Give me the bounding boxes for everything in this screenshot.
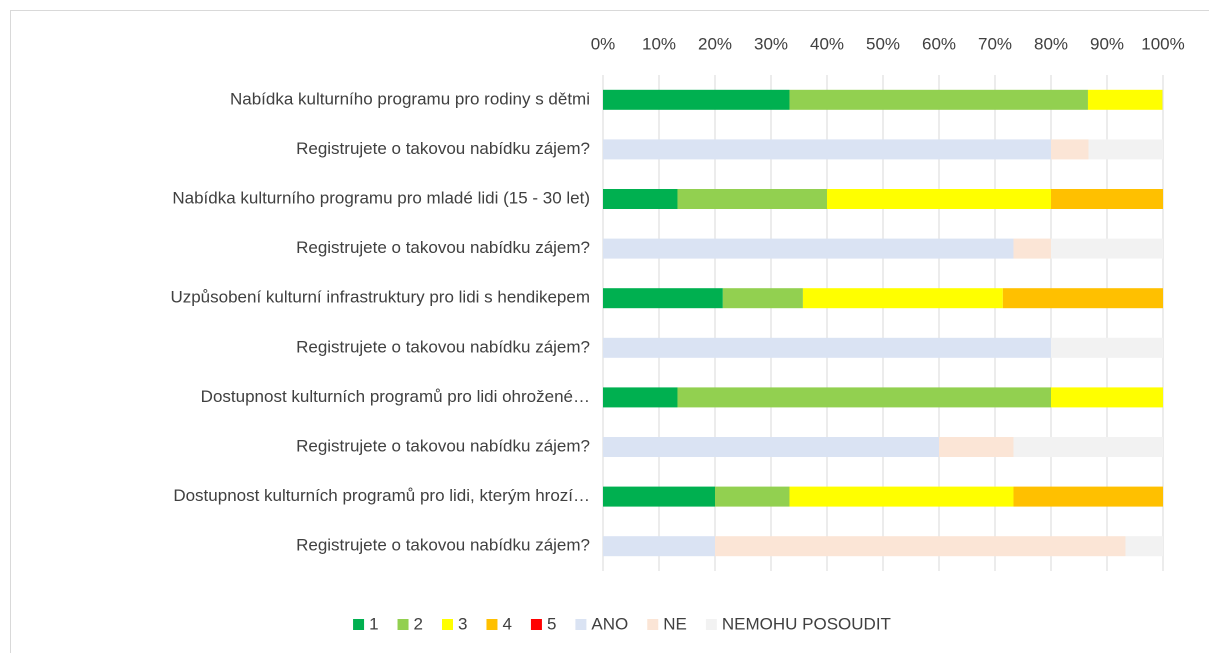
legend-label: 1 bbox=[369, 614, 378, 633]
x-tick-label: 60% bbox=[922, 34, 956, 53]
x-tick-label: 40% bbox=[810, 34, 844, 53]
y-tick-label: Nabídka kulturního programu pro mladé li… bbox=[172, 188, 590, 207]
bar-segment bbox=[1088, 139, 1163, 160]
x-tick-label: 50% bbox=[866, 34, 900, 53]
x-tick-label: 0% bbox=[591, 34, 616, 53]
bar-segment bbox=[1002, 288, 1163, 309]
legend-swatch bbox=[530, 619, 542, 630]
bar-segment bbox=[802, 288, 1003, 309]
bar-segment bbox=[1051, 238, 1163, 259]
y-tick-label: Registrujete o takovou nabídku zájem? bbox=[296, 536, 590, 555]
legend-swatch bbox=[486, 619, 498, 630]
x-tick-label: 10% bbox=[642, 34, 676, 53]
bar-segment bbox=[603, 437, 939, 457]
bar-segment bbox=[1051, 189, 1163, 209]
legend-swatch bbox=[575, 619, 587, 630]
y-tick-label: Nabídka kulturního programu pro rodiny s… bbox=[230, 89, 590, 108]
bar-segment bbox=[1051, 337, 1163, 358]
bar-segment bbox=[722, 288, 803, 309]
legend-label: NE bbox=[663, 614, 687, 633]
bar-segment bbox=[1013, 486, 1163, 507]
y-tick-label: Dostupnost kulturních programů pro lidi … bbox=[201, 387, 590, 406]
bar-segment bbox=[715, 486, 790, 507]
bar-segment bbox=[603, 536, 715, 557]
bar-segment bbox=[789, 486, 1014, 507]
bar-segment bbox=[603, 189, 678, 209]
bar-segment bbox=[1013, 437, 1163, 457]
legend-label: 3 bbox=[458, 614, 467, 633]
x-tick-label: 70% bbox=[978, 34, 1012, 53]
bar-segment bbox=[789, 89, 1088, 110]
bar-segment bbox=[603, 288, 723, 309]
bar-segment bbox=[603, 238, 1014, 259]
legend-swatch bbox=[647, 619, 659, 630]
bar-segment bbox=[603, 89, 790, 110]
bar-segment bbox=[715, 536, 1126, 557]
y-tick-label: Dostupnost kulturních programů pro lidi,… bbox=[173, 486, 590, 505]
x-tick-label: 30% bbox=[754, 34, 788, 53]
bar-segment bbox=[677, 189, 827, 209]
legend-swatch bbox=[397, 619, 409, 630]
x-tick-label: 100% bbox=[1141, 34, 1184, 53]
bar-segment bbox=[1087, 89, 1163, 110]
bar-segment bbox=[603, 337, 1051, 358]
bar-segment bbox=[603, 486, 715, 507]
legend-swatch bbox=[353, 619, 365, 630]
y-tick-label: Registrujete o takovou nabídku zájem? bbox=[296, 238, 590, 257]
legend-label: NEMOHU POSOUDIT bbox=[722, 614, 891, 633]
x-tick-label: 80% bbox=[1034, 34, 1068, 53]
bar-segment bbox=[1013, 238, 1051, 259]
chart-border bbox=[10, 10, 1209, 653]
legend-label: ANO bbox=[591, 614, 628, 633]
x-tick-label: 90% bbox=[1090, 34, 1124, 53]
legend-swatch bbox=[705, 619, 717, 630]
legend-swatch bbox=[442, 619, 453, 630]
x-tick-label: 20% bbox=[698, 34, 732, 53]
bar-segment bbox=[939, 437, 1014, 457]
bar-segment bbox=[1125, 536, 1163, 557]
legend-label: 2 bbox=[414, 614, 423, 633]
y-tick-label: Registrujete o takovou nabídku zájem? bbox=[296, 139, 590, 158]
bar-segment bbox=[1051, 139, 1089, 160]
legend-label: 4 bbox=[502, 614, 511, 633]
bar-segment bbox=[1051, 387, 1163, 408]
bar-segment bbox=[603, 387, 678, 408]
bar-segment bbox=[603, 139, 1051, 160]
y-tick-label: Registrujete o takovou nabídku zájem? bbox=[296, 436, 590, 455]
bar-segment bbox=[827, 189, 1051, 209]
legend-label: 5 bbox=[547, 614, 556, 633]
bar-segment bbox=[677, 387, 1051, 408]
y-tick-label: Uzpůsobení kulturní infrastruktury pro l… bbox=[170, 288, 590, 307]
y-tick-label: Registrujete o takovou nabídku zájem? bbox=[296, 337, 590, 356]
